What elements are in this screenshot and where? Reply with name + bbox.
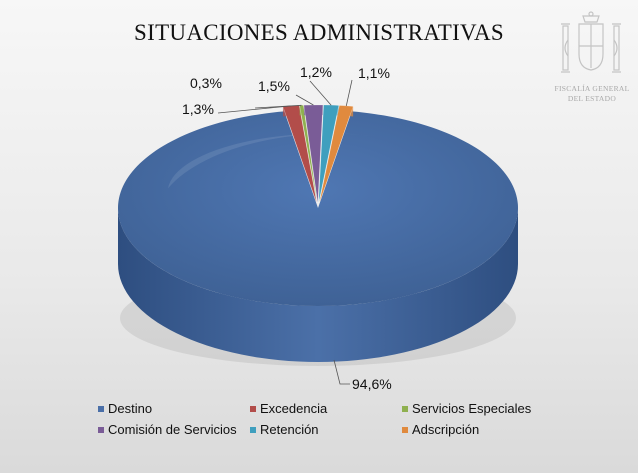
- data-label-comisi-n-de-servicios: 1,5%: [258, 78, 290, 94]
- chart-legend: Destino Excedencia Servicios Especiales Com…: [98, 401, 618, 437]
- legend-swatch: [98, 405, 104, 412]
- pie-side: [118, 208, 518, 362]
- legend-item-destino: Destino: [98, 401, 250, 416]
- data-label-servicios-especiales: 0,3%: [190, 75, 222, 91]
- legend-swatch: [402, 426, 408, 433]
- legend-label: Excedencia: [260, 401, 328, 416]
- data-label-destino: 94,6%: [352, 376, 392, 392]
- legend-item-excedencia: Excedencia: [250, 401, 402, 416]
- leader-line-3: [295, 94, 314, 106]
- legend-item-servicios-especiales: Servicios Especiales: [402, 401, 582, 416]
- pie-slice-destino: [117, 111, 518, 306]
- pie-highlight: [168, 133, 398, 189]
- data-label-excedencia: 1,3%: [182, 101, 214, 117]
- legend-swatch: [250, 426, 256, 433]
- leader-line-destino: [333, 359, 350, 385]
- legend-label: Comisión de Servicios: [108, 422, 237, 437]
- legend-swatch: [250, 405, 256, 412]
- leader-line-1: [217, 105, 292, 114]
- legend-label: Retención: [260, 422, 319, 437]
- leader-line-4: [309, 80, 332, 106]
- pie-slice-retenci-n: [318, 104, 340, 204]
- chart-title: SITUACIONES ADMINISTRATIVAS: [134, 20, 504, 45]
- legend-label: Servicios Especiales: [412, 401, 532, 416]
- legend-item-adscripci-n: Adscripción: [402, 422, 582, 437]
- leader-line-2: [254, 104, 302, 109]
- leader-line-5: [345, 79, 353, 107]
- data-label-retenci-n: 1,2%: [300, 64, 332, 80]
- legend-label: Adscripción: [412, 422, 480, 437]
- data-label-adscripci-n: 1,1%: [358, 65, 390, 81]
- legend-label: Destino: [108, 401, 153, 416]
- logo-text-line2: DEL ESTADO: [567, 94, 617, 103]
- coat-of-arms-icon: [561, 11, 621, 73]
- legend-swatch: [98, 426, 104, 433]
- legend-item-comisi-n-de-servicios: Comisión de Servicios: [98, 422, 250, 437]
- legend-item-retenci-n: Retención: [250, 422, 402, 437]
- legend-swatch: [402, 405, 408, 412]
- logo-text-line1: FISCALÍA GENERAL: [554, 84, 630, 93]
